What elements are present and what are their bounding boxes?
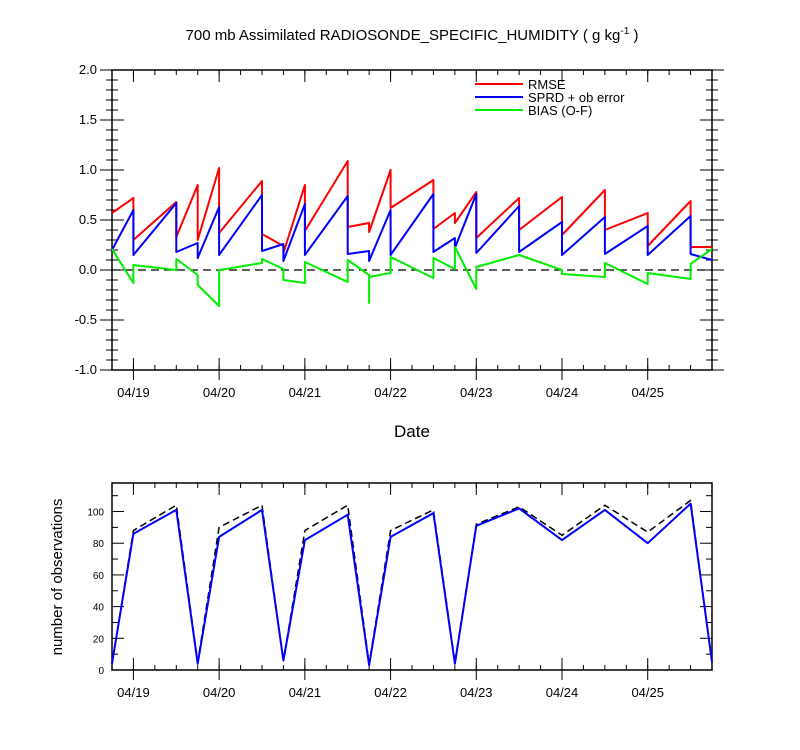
bottom-y-tick-label: 60 [93, 571, 105, 582]
legend-label-1: SPRD + ob error [528, 90, 625, 105]
bottom-series-1 [111, 502, 713, 667]
top-chart: 700 mb Assimilated RADIOSONDE_SPECIFIC_H… [75, 26, 724, 441]
bottom-y-tick-label: 100 [87, 508, 104, 519]
x-axis-label: Date [394, 422, 430, 441]
top-x-tick-label: 04/20 [203, 385, 236, 400]
top-series-0 [111, 160, 712, 254]
top-y-tick-label: 2.0 [79, 62, 97, 77]
top-y-tick-label: -0.5 [75, 312, 97, 327]
top-x-tick-label: 04/22 [374, 385, 407, 400]
top-y-tick-label: 1.5 [79, 112, 97, 127]
bottom-x-tick-label: 04/25 [631, 685, 664, 700]
bottom-y-tick-label: 80 [93, 539, 105, 550]
top-series-group [111, 160, 713, 307]
top-series-1 [111, 193, 713, 262]
bottom-y-tick-label: 0 [98, 666, 104, 677]
bottom-x-tick-label: 04/22 [374, 685, 407, 700]
bottom-y-tick-label: 40 [93, 603, 105, 614]
top-y-tick-label: 1.0 [79, 162, 97, 177]
chart-title-text: 700 mb Assimilated RADIOSONDE_SPECIFIC_H… [186, 27, 621, 44]
top-x-tick-label: 04/23 [460, 385, 493, 400]
bottom-y-tick-label: 20 [93, 634, 105, 645]
bottom-chart: 04/19 04/20 04/21 04/22 04/23 04/24 04/25 0 20 40… [49, 482, 713, 700]
bottom-x-tick-label: 04/24 [546, 685, 579, 700]
y-axis-label-observations: number of observations [49, 499, 66, 656]
legend-label-0: RMSE [528, 77, 566, 92]
top-x-tick-label: 04/19 [117, 385, 150, 400]
top-plot-area: 04/19 04/20 04/21 04/22 04/23 04/24 04/25 -1.0 -… [75, 62, 724, 400]
chart-title-exponent: -1 [620, 26, 629, 37]
bottom-x-tick-label: 04/23 [460, 685, 493, 700]
bottom-series-group [111, 499, 713, 667]
bottom-x-tick-label: 04/20 [203, 685, 236, 700]
top-y-tick-label: -1.0 [75, 362, 97, 377]
top-y-tick-label: 0.0 [79, 262, 97, 277]
legend-label-2: BIAS (O-F) [528, 103, 592, 118]
bottom-x-tick-label: 04/19 [117, 685, 150, 700]
bottom-x-tick-label: 04/21 [289, 685, 322, 700]
top-series-2 [111, 246, 713, 307]
chart-title-close: ) [629, 27, 638, 44]
top-x-tick-label: 04/24 [546, 385, 579, 400]
bottom-plot-area: 04/19 04/20 04/21 04/22 04/23 04/24 04/25 0 20 40… [87, 482, 713, 700]
top-x-tick-label: 04/25 [631, 385, 664, 400]
top-x-tick-label: 04/21 [289, 385, 322, 400]
top-y-tick-label: 0.5 [79, 212, 97, 227]
top-frame [111, 69, 713, 371]
chart-title: 700 mb Assimilated RADIOSONDE_SPECIFIC_H… [186, 26, 639, 44]
